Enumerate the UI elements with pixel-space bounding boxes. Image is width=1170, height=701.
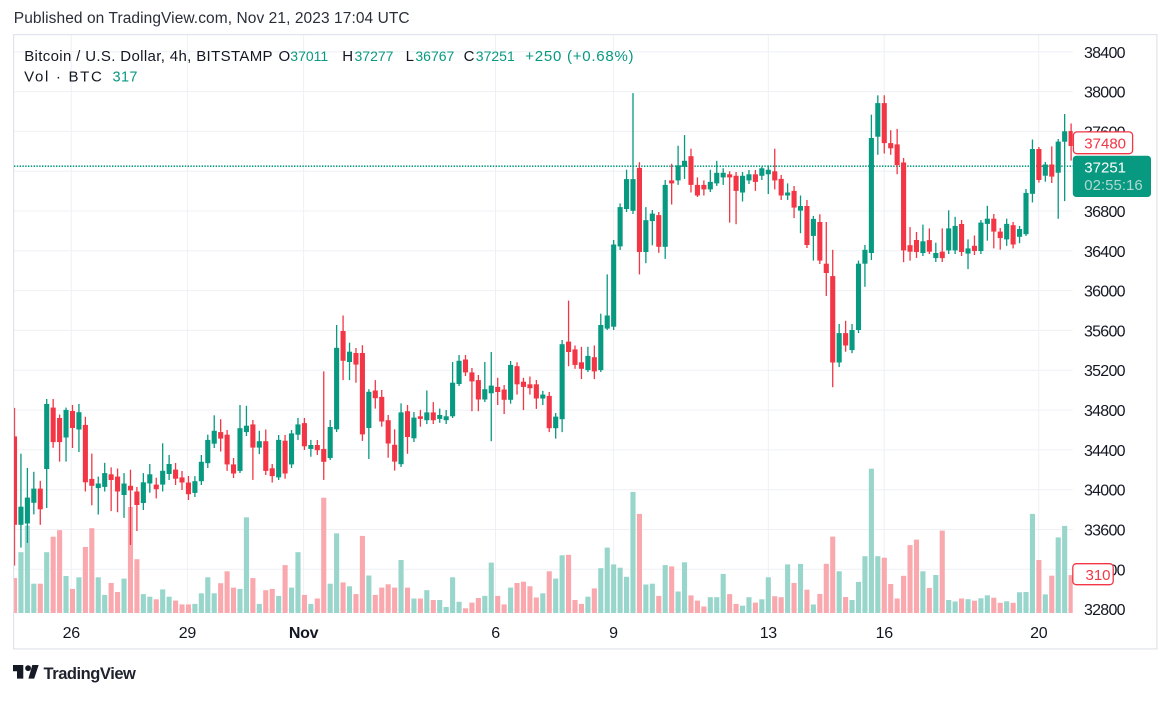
- svg-text:36800: 36800: [1084, 204, 1126, 221]
- svg-text:37251: 37251: [476, 48, 515, 64]
- svg-text:38000: 38000: [1084, 85, 1126, 102]
- svg-text:13: 13: [760, 625, 778, 642]
- svg-text:35600: 35600: [1084, 323, 1126, 340]
- svg-text:37277: 37277: [355, 48, 394, 64]
- svg-text:34800: 34800: [1084, 403, 1126, 420]
- svg-text:20: 20: [1030, 625, 1048, 642]
- svg-text:37011: 37011: [290, 48, 328, 64]
- svg-text:Vol · BTC: Vol · BTC: [24, 69, 103, 86]
- svg-text:317: 317: [113, 70, 138, 86]
- svg-text:33600: 33600: [1084, 523, 1126, 540]
- svg-text:37480: 37480: [1084, 136, 1126, 153]
- svg-text:36767: 36767: [415, 48, 454, 64]
- svg-text:O: O: [279, 48, 291, 65]
- svg-text:36400: 36400: [1084, 244, 1126, 261]
- svg-text:02:55:16: 02:55:16: [1084, 177, 1142, 194]
- svg-text:310: 310: [1086, 567, 1111, 584]
- svg-text:+250 (+0.68%): +250 (+0.68%): [525, 48, 634, 65]
- svg-text:35200: 35200: [1084, 363, 1126, 380]
- svg-text:L: L: [406, 48, 414, 65]
- svg-text:29: 29: [179, 625, 197, 642]
- svg-text:Nov: Nov: [289, 625, 319, 642]
- svg-text:C: C: [464, 48, 475, 65]
- svg-text:H: H: [342, 48, 353, 65]
- svg-text:36000: 36000: [1084, 284, 1126, 301]
- svg-text:16: 16: [876, 625, 894, 642]
- svg-text:38400: 38400: [1084, 45, 1126, 62]
- svg-text:Bitcoin / U.S. Dollar, 4h, BIT: Bitcoin / U.S. Dollar, 4h, BITSTAMP: [24, 48, 273, 65]
- svg-text:34400: 34400: [1084, 443, 1126, 460]
- svg-text:34000: 34000: [1084, 483, 1126, 500]
- svg-text:32800: 32800: [1084, 602, 1126, 619]
- svg-text:6: 6: [491, 625, 500, 642]
- svg-text:37251: 37251: [1084, 160, 1126, 177]
- svg-text:9: 9: [609, 625, 618, 642]
- svg-text:26: 26: [63, 625, 81, 642]
